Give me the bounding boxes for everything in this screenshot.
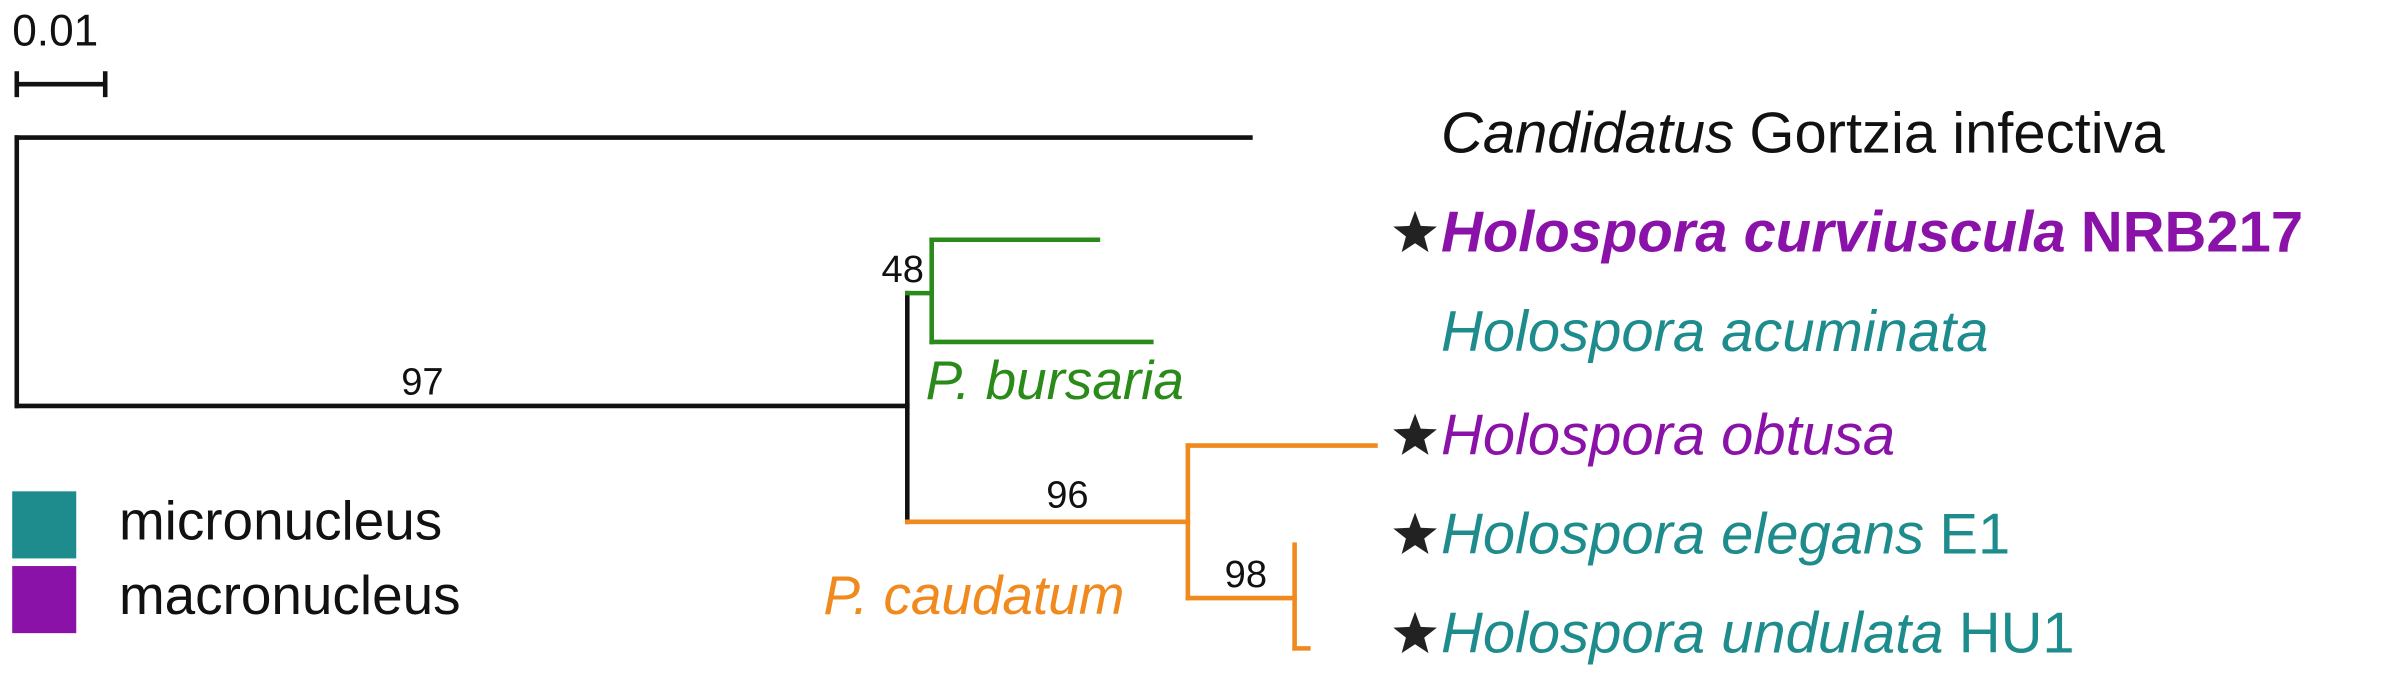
star-icon	[1393, 611, 1437, 654]
leaf-label-part: Gortzia infectiva	[1749, 102, 2165, 166]
leaf-label-part: Candidatus	[1441, 102, 1734, 166]
legend-swatch	[12, 491, 77, 559]
leaf-label-part: Holospora curviuscula	[1441, 201, 2066, 265]
scale-label: 0.01	[12, 7, 98, 56]
leaf-label: Holospora acuminata	[1441, 300, 1988, 364]
scale-bar: 0.01	[12, 7, 108, 98]
leaf-label: Holospora curviuscula NRB217	[1441, 201, 2303, 265]
host-label: P. caudatum	[823, 564, 1124, 626]
leaf-label-part: Holospora elegans	[1441, 503, 1924, 567]
host-label: P. bursaria	[926, 349, 1184, 411]
leaf-label-part: NRB217	[2081, 201, 2303, 265]
leaf-label-part: HU1	[1959, 602, 2075, 666]
leaf-label-part: Holospora acuminata	[1441, 300, 1988, 364]
leaf-label: Holospora elegans E1	[1441, 503, 2010, 567]
bootstrap-value: 98	[1225, 553, 1267, 596]
bootstrap-value: 97	[401, 361, 443, 404]
leaf-label-part: Holospora undulata	[1441, 602, 1943, 666]
bootstrap-value: 96	[1046, 474, 1088, 517]
star-icon	[1393, 413, 1437, 455]
star-icon	[1393, 512, 1437, 555]
leaf-label-part: Holospora obtusa	[1441, 404, 1895, 468]
leaf-label: Holospora obtusa	[1441, 404, 1895, 468]
legend-label: macronucleus	[119, 564, 461, 626]
leaf-label-part: E1	[1939, 503, 2010, 567]
branches	[14, 135, 1378, 651]
labels: Candidatus Gortzia infectiva Holospora cur…	[12, 102, 2303, 666]
legend-label: micronucleus	[119, 489, 442, 551]
leaf-label: Candidatus Gortzia infectiva	[1441, 102, 2166, 166]
star-icon	[1393, 210, 1437, 253]
bootstrap-value: 48	[882, 248, 924, 291]
legend-swatch	[12, 566, 77, 634]
leaf-label: Holospora undulata HU1	[1441, 602, 2075, 666]
